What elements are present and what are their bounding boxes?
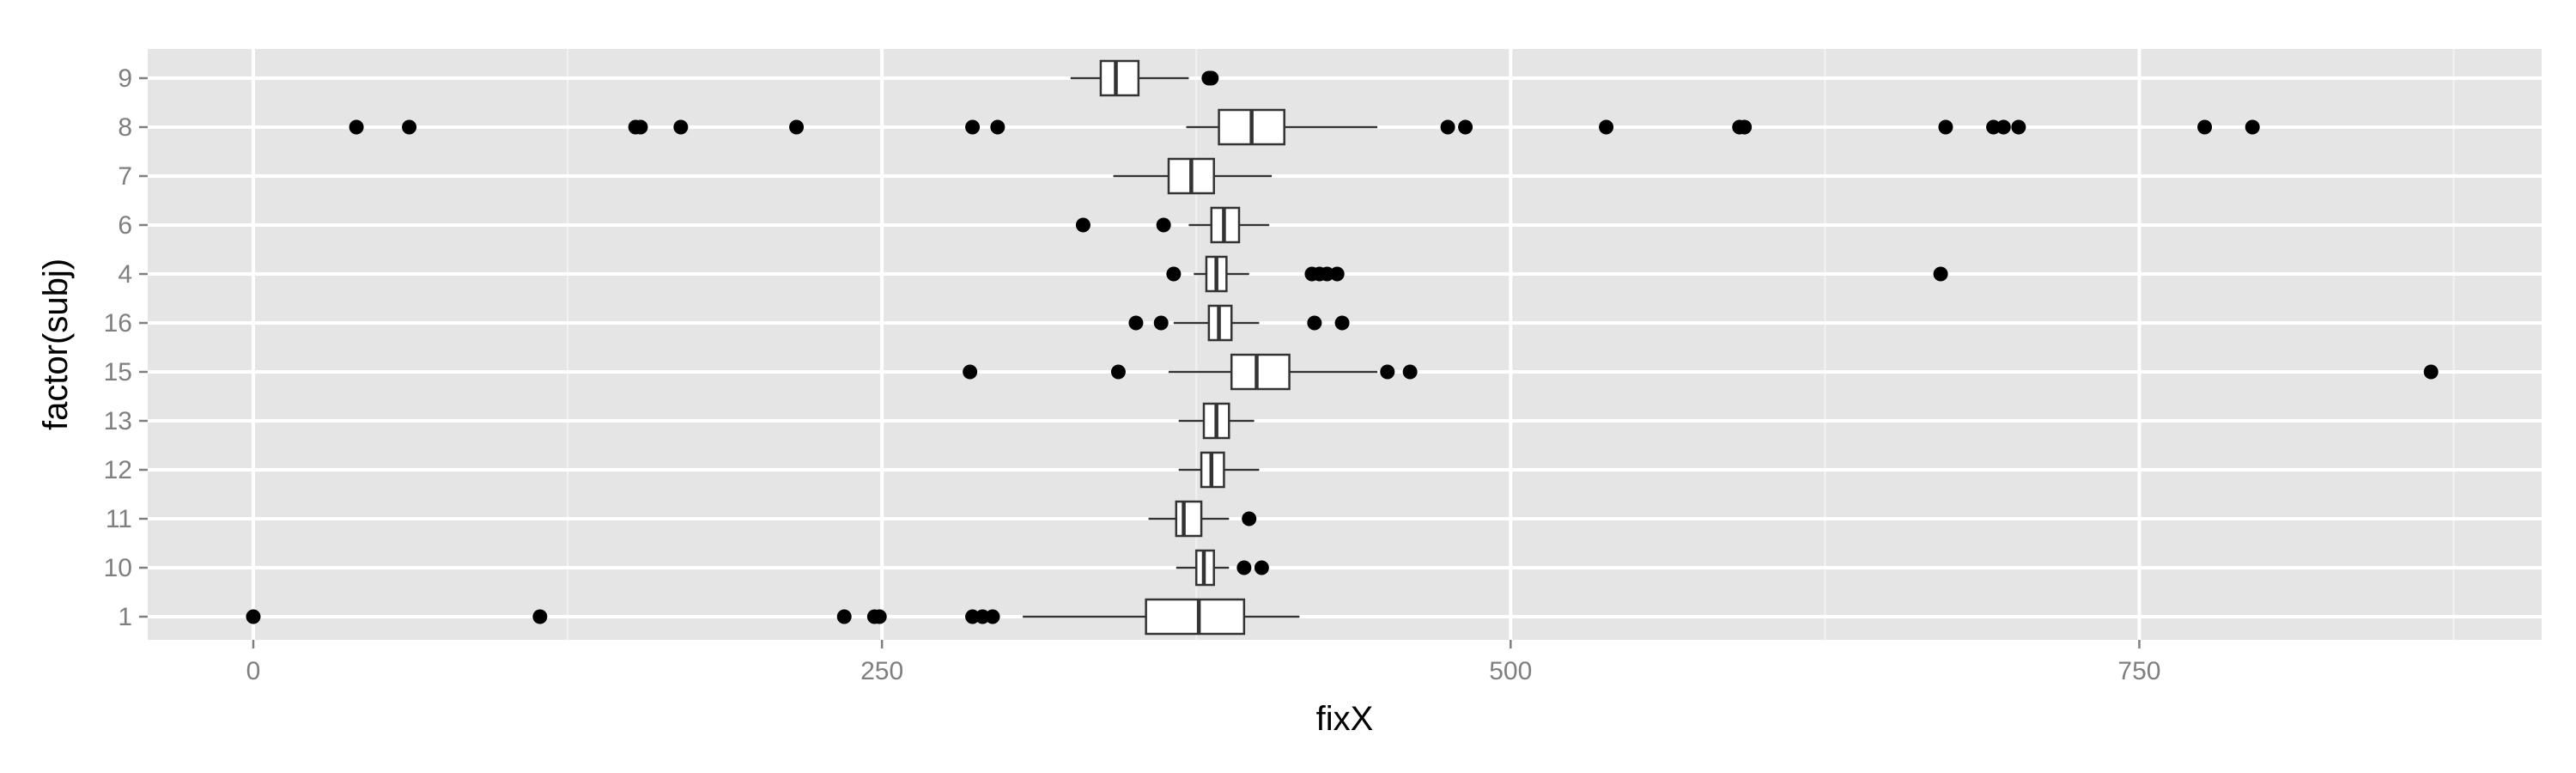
outlier-point: [532, 609, 548, 624]
outlier-point: [872, 609, 887, 624]
outlier-point: [789, 119, 805, 135]
outlier-point: [965, 609, 981, 624]
outlier-point: [246, 609, 261, 624]
x-tick-label: 250: [860, 657, 903, 685]
x-tick-label: 500: [1489, 657, 1532, 685]
outlier-point: [1933, 266, 1948, 282]
y-axis-title: factor(subj): [37, 259, 75, 430]
y-tick-label: 6: [118, 211, 132, 240]
y-tick-label: 15: [104, 358, 132, 386]
outlier-point: [2011, 119, 2026, 135]
outlier-point: [1986, 119, 2002, 135]
plot-panel: [148, 49, 2542, 640]
y-tick-label: 12: [104, 456, 132, 484]
y-tick-label: 1: [118, 603, 132, 631]
outlier-point: [402, 119, 417, 135]
outlier-point: [1242, 511, 1257, 526]
outlier-point: [1458, 119, 1473, 135]
outlier-point: [963, 364, 978, 380]
outlier-point: [1938, 119, 1953, 135]
y-tick-label: 11: [106, 505, 132, 533]
y-tick-label: 13: [104, 407, 132, 435]
outlier-point: [1599, 119, 1614, 135]
outlier-point: [975, 609, 990, 624]
outlier-point: [2245, 119, 2260, 135]
y-tick-label: 16: [104, 309, 132, 338]
box-4: [1166, 255, 1948, 293]
x-tick-label: 0: [246, 657, 261, 685]
iqr-box: [1099, 59, 1140, 97]
x-tick-label: 750: [2117, 657, 2160, 685]
outlier-point: [1996, 119, 2011, 135]
outlier-point: [990, 119, 1005, 135]
box-12: [1178, 451, 1260, 489]
box-9: [1070, 59, 1219, 97]
y-tick-label: 7: [118, 162, 132, 191]
outlier-point: [1402, 364, 1418, 380]
box-16: [1128, 304, 1350, 342]
outlier-point: [1204, 70, 1219, 86]
x-axis: 0 250 500 750: [246, 640, 2160, 685]
box-7: [1113, 157, 1273, 195]
y-tick-label: 8: [118, 113, 132, 142]
iqr-box: [1145, 598, 1246, 636]
outlier-point: [2423, 364, 2439, 380]
iqr-box: [1175, 500, 1203, 538]
outlier-point: [985, 609, 1000, 624]
outlier-point: [1307, 315, 1322, 331]
x-axis-title: fixX: [1316, 700, 1374, 738]
outlier-point: [633, 119, 648, 135]
outlier-point: [1128, 315, 1144, 331]
y-tick-label: 9: [118, 64, 132, 93]
outlier-point: [349, 119, 364, 135]
outlier-point: [1236, 560, 1252, 575]
outlier-point: [2197, 119, 2213, 135]
outlier-point: [1110, 364, 1126, 380]
outlier-point: [1153, 315, 1169, 331]
outlier-point: [1166, 266, 1182, 282]
outlier-point: [965, 119, 981, 135]
outlier-point: [1156, 217, 1171, 233]
outlier-point: [1440, 119, 1455, 135]
box-13: [1178, 402, 1255, 440]
outlier-point: [1075, 217, 1091, 233]
y-tick-label: 10: [104, 554, 132, 582]
y-axis: 9 8 7 6 4 16 15 13 12 11 10 1: [104, 64, 148, 631]
iqr-box: [1230, 353, 1291, 391]
box-15: [963, 353, 2439, 391]
box-marks: [246, 59, 2439, 636]
outlier-point: [1329, 266, 1345, 282]
box-6: [1075, 206, 1270, 244]
outlier-point: [673, 119, 689, 135]
outlier-point: [1334, 315, 1350, 331]
outlier-point: [1380, 364, 1395, 380]
outlier-point: [836, 609, 852, 624]
outlier-point: [1254, 560, 1269, 575]
box-8: [349, 108, 2260, 146]
box-10: [1176, 549, 1269, 587]
box-1: [246, 598, 1300, 636]
outlier-point: [1320, 266, 1334, 282]
box-11: [1148, 500, 1257, 538]
y-tick-label: 4: [118, 260, 132, 289]
outlier-point: [1737, 119, 1753, 135]
